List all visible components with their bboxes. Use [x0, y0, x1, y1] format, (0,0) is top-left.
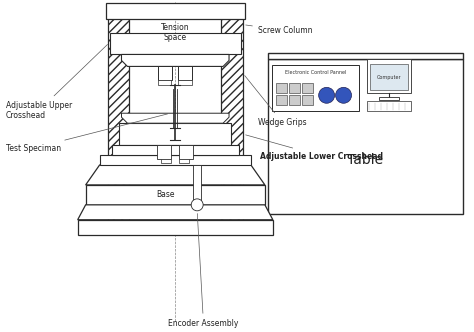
Bar [276, 95, 287, 105]
Bar [193, 165, 201, 201]
Text: Test Speciman: Test Speciman [6, 114, 168, 153]
Bar [157, 145, 171, 159]
Text: Encoder Assembly: Encoder Assembly [168, 213, 239, 328]
Bar [268, 53, 463, 59]
Text: Tension
Space: Tension Space [161, 23, 190, 42]
Bar [86, 185, 265, 205]
Polygon shape [78, 205, 273, 220]
Circle shape [319, 87, 335, 103]
Bar [272, 65, 359, 111]
Polygon shape [86, 165, 265, 185]
Bar [302, 95, 313, 105]
Bar [221, 5, 243, 224]
Polygon shape [158, 80, 171, 85]
Text: Base: Base [156, 190, 174, 200]
Bar [119, 123, 231, 145]
Text: Screw Column: Screw Column [246, 25, 312, 35]
Bar [268, 59, 463, 214]
Bar [179, 145, 193, 159]
Text: Wedge Grips: Wedge Grips [245, 76, 307, 127]
Bar [302, 83, 313, 93]
Bar [178, 66, 192, 80]
Text: Table: Table [347, 153, 383, 167]
Bar [109, 33, 241, 54]
Bar [367, 101, 411, 111]
Circle shape [336, 87, 352, 103]
Bar [367, 59, 411, 93]
Bar [276, 83, 287, 93]
Text: Computer: Computer [377, 75, 401, 80]
Bar [161, 159, 171, 163]
Polygon shape [121, 54, 229, 66]
Polygon shape [121, 113, 229, 123]
Text: Adjustable Upper
Crosshead: Adjustable Upper Crosshead [6, 44, 108, 120]
Bar [158, 66, 172, 80]
Bar [111, 145, 239, 155]
Text: Adjustable Lower Crosshead: Adjustable Lower Crosshead [246, 135, 383, 161]
Bar [78, 220, 273, 235]
Bar [179, 159, 189, 163]
Bar [100, 155, 251, 165]
Bar [289, 83, 300, 93]
Bar [289, 95, 300, 105]
Text: Electronic Control Pannel: Electronic Control Pannel [285, 70, 346, 75]
Bar [379, 97, 399, 100]
Polygon shape [178, 80, 192, 85]
Bar [371, 64, 408, 90]
Bar [106, 3, 245, 19]
Bar [108, 5, 129, 224]
Circle shape [191, 199, 203, 211]
